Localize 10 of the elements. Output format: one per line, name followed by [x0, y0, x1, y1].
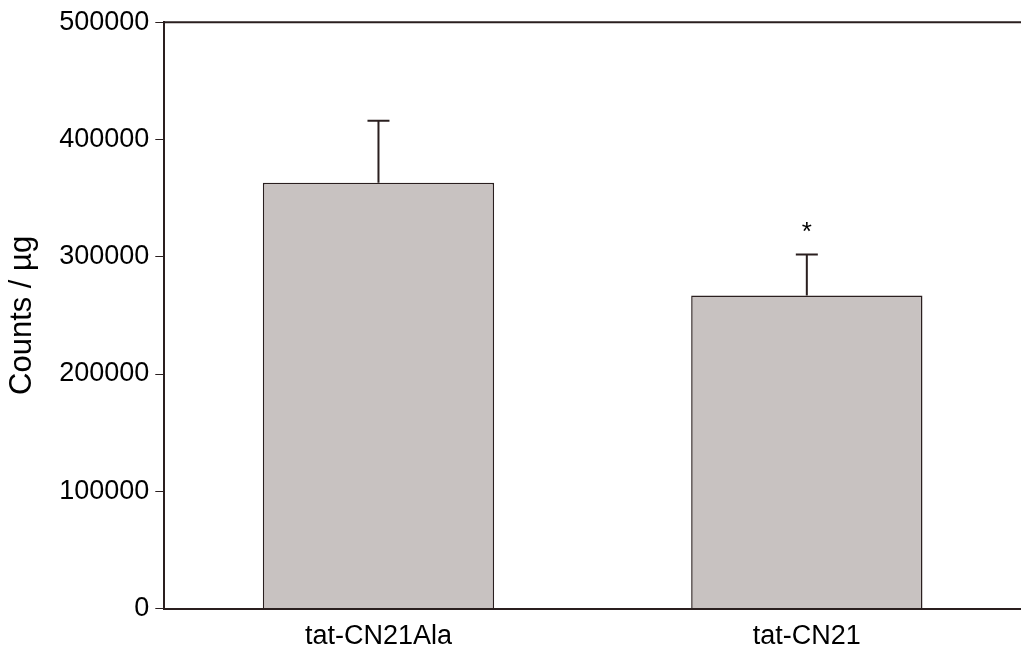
x-tick-label: tat-CN21: [752, 620, 861, 651]
annotation: *: [801, 215, 812, 246]
x-tick-label: tat-CN21Ala: [304, 620, 453, 651]
y-axis-title: Counts / µg: [3, 235, 39, 395]
y-tick-label: 100000: [59, 474, 150, 505]
y-tick-label: 500000: [59, 5, 150, 36]
y-tick-label: 0: [134, 592, 150, 623]
y-tick-label: 200000: [59, 357, 150, 388]
y-tick-label: 300000: [59, 240, 150, 271]
y-tick-label: 400000: [59, 122, 150, 153]
